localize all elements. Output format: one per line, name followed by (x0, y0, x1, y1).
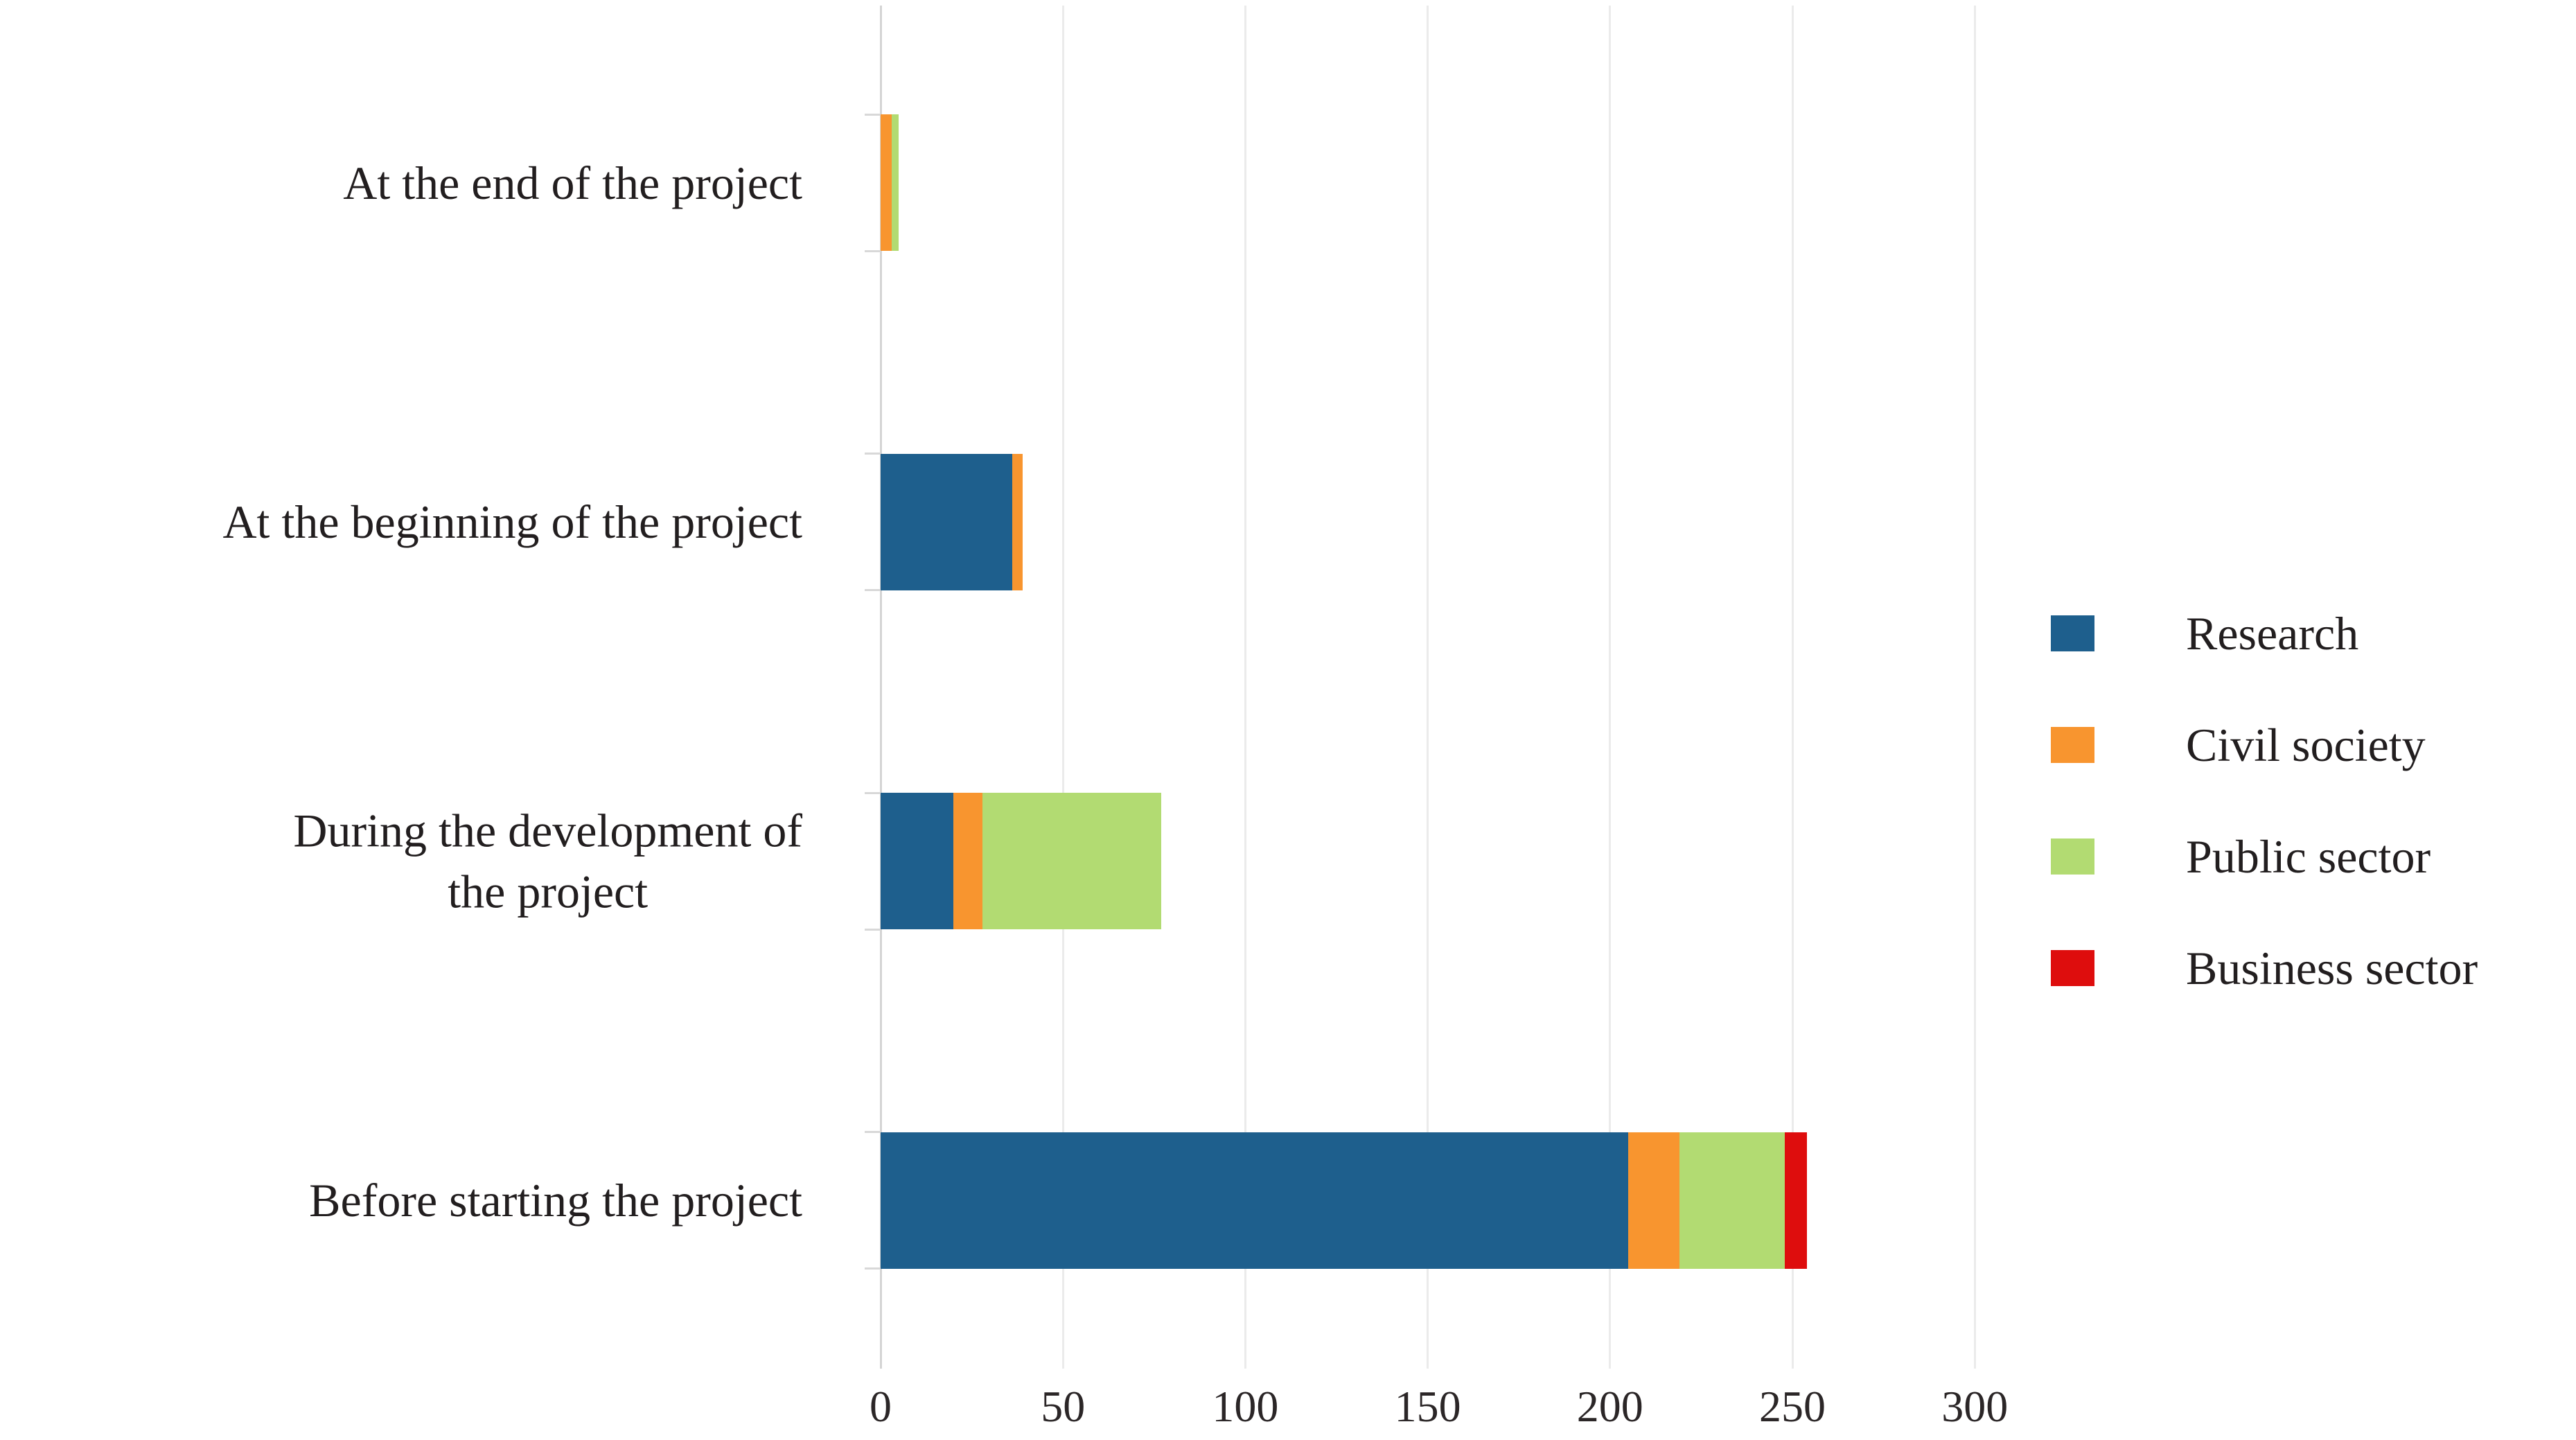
x-tick-label: 200 (1576, 1382, 1643, 1431)
bar-segment-civil-society (953, 793, 983, 929)
category-tick (865, 453, 881, 455)
legend-label: Civil society (2186, 718, 2426, 771)
category-tick (865, 791, 881, 794)
legend-swatch-civil-society (2051, 727, 2094, 763)
category-tick (865, 1267, 881, 1270)
bar-segment-civil-society (1628, 1132, 1679, 1269)
category-label: Before starting the project (309, 1173, 802, 1227)
x-tick-label: 150 (1394, 1382, 1461, 1431)
category-label: At the end of the project (343, 156, 802, 209)
bar-segment-research (881, 453, 1012, 590)
category-label: At the beginning of the project (222, 495, 802, 548)
bar-segment-business-sector (1785, 1132, 1808, 1269)
category-label: During the development of the project (293, 804, 802, 918)
bar-segment-public-sector (1679, 1132, 1785, 1269)
legend-label: Research (2186, 606, 2359, 660)
legend-item: Public sector (2051, 830, 2478, 883)
category-tick (865, 589, 881, 591)
legend-label: Public sector (2186, 829, 2431, 883)
category-tick (865, 1131, 881, 1133)
category-tick (865, 113, 881, 116)
legend-swatch-public-sector (2051, 838, 2094, 875)
bar-segment-public-sector (982, 793, 1162, 929)
category-tick (865, 249, 881, 252)
legend-item: Research (2051, 607, 2478, 660)
bar-segment-civil-society (1012, 453, 1023, 590)
legend: Research Civil society Public sector Busine… (2051, 607, 2478, 1062)
gridline (1609, 6, 1612, 1369)
gridline (1061, 6, 1064, 1369)
gridline (1791, 6, 1794, 1369)
y-axis-line (879, 6, 882, 1369)
x-tick-label: 0 (870, 1382, 892, 1431)
legend-label: Business sector (2186, 941, 2478, 994)
bar-segment-research (881, 1132, 1629, 1269)
x-tick-label: 50 (1041, 1382, 1086, 1431)
legend-swatch-research (2051, 615, 2094, 651)
gridline (1427, 6, 1429, 1369)
category-tick (865, 928, 881, 931)
x-tick-label: 250 (1759, 1382, 1826, 1431)
bar-segment-research (881, 793, 954, 929)
gridline (1244, 6, 1246, 1369)
legend-item: Civil society (2051, 719, 2478, 771)
bar-segment-civil-society (881, 114, 892, 251)
gridline (1973, 6, 1976, 1369)
bar-segment-public-sector (891, 114, 899, 251)
x-tick-label: 100 (1212, 1382, 1279, 1431)
legend-item: Business sector (2051, 942, 2478, 994)
x-tick-label: 300 (1941, 1382, 2009, 1431)
legend-swatch-business-sector (2051, 950, 2094, 986)
